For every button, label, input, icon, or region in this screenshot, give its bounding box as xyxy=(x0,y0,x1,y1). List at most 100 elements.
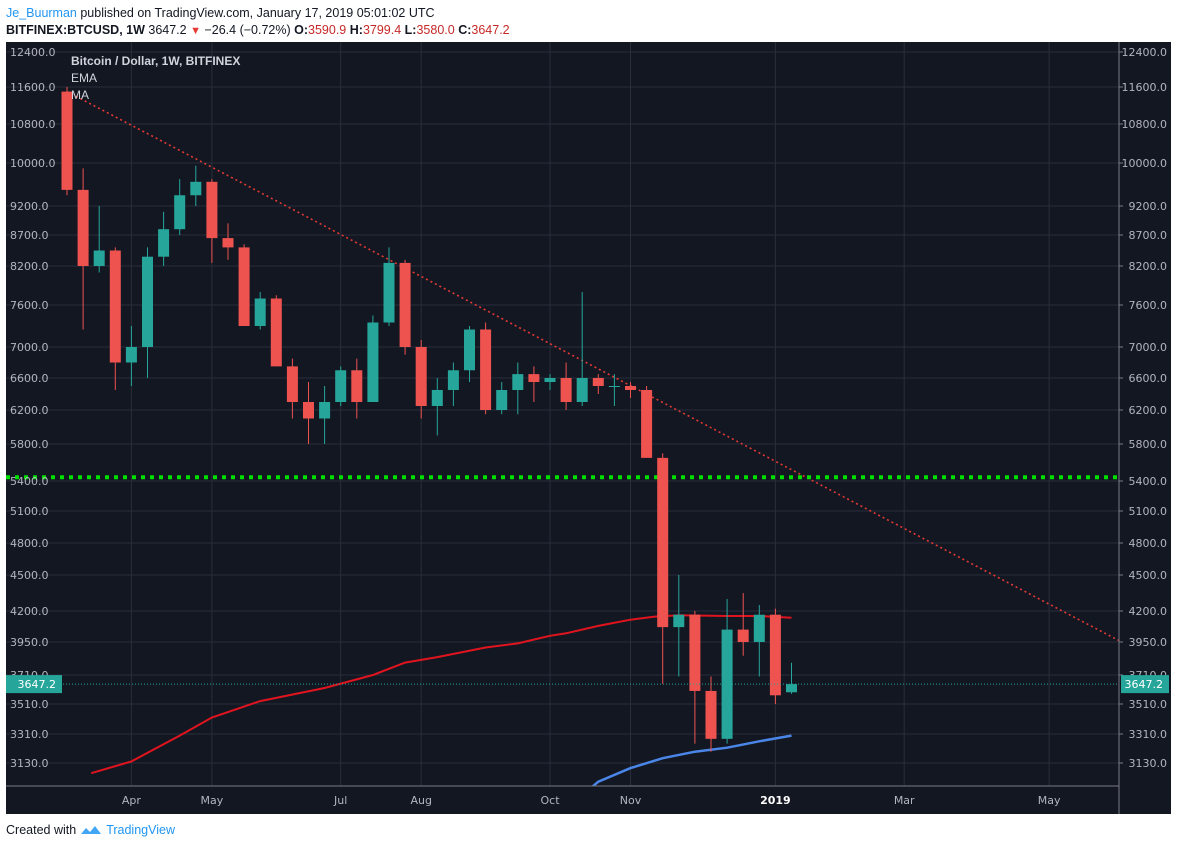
candle xyxy=(464,326,475,382)
candle xyxy=(689,611,701,744)
y-tick-label: 3310.0 xyxy=(1129,728,1168,741)
price-chart[interactable]: 12400.0 12400.0 11600.0 11600.0 10800.0 10800… xyxy=(6,42,1171,814)
candle-body xyxy=(576,378,588,402)
candle-body xyxy=(447,370,459,390)
candle-body xyxy=(367,322,379,402)
candle xyxy=(77,168,89,330)
candle xyxy=(158,211,170,266)
y-tick-label: 4200.0 xyxy=(1129,605,1168,618)
candle xyxy=(93,206,105,273)
y-tick-label: 9200.0 xyxy=(1129,200,1168,213)
chart-background xyxy=(6,42,1171,814)
symbol-label: BITFINEX:BTCUSD, 1W xyxy=(6,23,145,37)
axes-layer: 12400.0 12400.0 11600.0 11600.0 10800.0 10800… xyxy=(6,42,1171,814)
candle-body xyxy=(303,402,314,419)
footer: Created with TradingView xyxy=(6,823,175,837)
candle-body xyxy=(77,189,89,266)
candle-body xyxy=(673,614,685,628)
y-tick-label: 8700.0 xyxy=(1129,229,1168,242)
candle xyxy=(319,386,331,444)
y-tick-label-left: 3310.0 xyxy=(10,728,49,741)
candle xyxy=(769,608,781,704)
candle-body xyxy=(705,690,717,739)
candle-body xyxy=(319,402,331,419)
ma-layer xyxy=(573,734,792,803)
high-value: 3799.4 xyxy=(362,23,402,37)
y-tick-label-left: 5800.0 xyxy=(10,438,49,451)
candle-body xyxy=(641,390,653,458)
candle xyxy=(496,382,508,415)
y-tick-label: 3510.0 xyxy=(1129,698,1168,711)
y-tick-label-left: 3510.0 xyxy=(10,698,49,711)
candle xyxy=(528,366,540,402)
last-price-text: 3647.2 xyxy=(148,23,187,37)
candle xyxy=(512,362,524,415)
tradingview-brand[interactable]: TradingView xyxy=(106,823,175,837)
legend-ema[interactable]: EMA xyxy=(71,71,97,85)
low-value: 3580.0 xyxy=(416,23,455,37)
candle-body xyxy=(480,329,492,410)
candle-body xyxy=(335,370,347,402)
y-tick-label-left: 10000.0 xyxy=(10,157,56,170)
change-text: −26.4 (−0.72%) xyxy=(204,23,291,37)
candle xyxy=(190,165,202,206)
candle xyxy=(592,374,604,394)
candle-body xyxy=(415,347,427,406)
y-tick-label: 10800.0 xyxy=(1122,118,1168,131)
candle xyxy=(222,223,234,260)
author-link[interactable]: Je_Buurman xyxy=(6,6,77,20)
candle-body xyxy=(496,390,508,410)
last-price-tag xyxy=(1121,675,1169,694)
candle xyxy=(705,676,717,752)
candle xyxy=(367,315,379,402)
x-tick-label: Mar xyxy=(894,794,915,807)
candle-body xyxy=(657,457,669,628)
candle xyxy=(721,599,733,744)
y-tick-label-left: 8200.0 xyxy=(10,260,49,273)
candle xyxy=(576,292,588,406)
candle-body xyxy=(737,629,749,642)
candle xyxy=(174,179,186,235)
tradingview-logo-icon xyxy=(81,826,102,834)
candle-body xyxy=(351,370,363,402)
candle-body xyxy=(786,684,797,693)
candle xyxy=(254,292,266,330)
x-tick-label: May xyxy=(201,794,224,807)
candle xyxy=(238,244,250,326)
candle-body xyxy=(512,374,524,390)
open-value: 3590.9 xyxy=(308,23,347,37)
candle xyxy=(399,259,411,355)
candle xyxy=(480,322,492,415)
candle-body xyxy=(608,386,620,387)
y-tick-label-left: 6200.0 xyxy=(10,404,49,417)
candle xyxy=(544,374,556,390)
grid-lines xyxy=(6,42,1119,786)
x-tick-label: Aug xyxy=(410,794,431,807)
candle-body xyxy=(528,374,540,382)
last-price-tag-left-label: 3647.2 xyxy=(18,678,57,691)
high-label: H: xyxy=(349,23,363,37)
y-tick-label-left: 6600.0 xyxy=(10,372,49,385)
candle-body xyxy=(109,250,121,363)
y-tick-label-left: 12400.0 xyxy=(10,46,56,59)
y-tick-label: 5400.0 xyxy=(1129,475,1168,488)
y-tick-label: 8200.0 xyxy=(1129,260,1168,273)
candle-body xyxy=(254,298,266,326)
candle-body xyxy=(399,262,411,347)
created-with-text: Created with xyxy=(6,823,77,837)
candle xyxy=(608,374,620,406)
candle xyxy=(142,247,153,378)
candle xyxy=(431,378,443,436)
legend-title: Bitcoin / Dollar, 1W, BITFINEX xyxy=(71,54,240,68)
y-tick-label: 11600.0 xyxy=(1122,81,1168,94)
candle-body xyxy=(383,262,395,323)
candle-body xyxy=(592,378,604,386)
low-label: L: xyxy=(404,23,417,37)
candle xyxy=(109,247,121,390)
candle-body xyxy=(560,378,572,402)
x-tick-label: Apr xyxy=(122,794,142,807)
candle-body xyxy=(625,386,636,390)
candle-body xyxy=(286,366,298,402)
legend-ma[interactable]: MA xyxy=(71,88,89,102)
candle xyxy=(641,386,653,458)
